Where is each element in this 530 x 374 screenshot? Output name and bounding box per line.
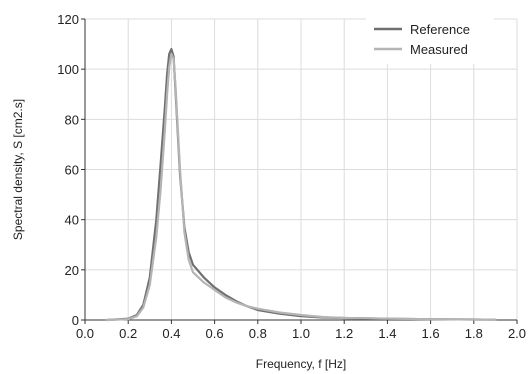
legend: Reference Measured [366, 16, 494, 64]
y-axis-label: Spectral density, S [cm2.s] [11, 99, 25, 240]
x-tick-label: 0.2 [119, 326, 137, 341]
legend-label-reference: Reference [410, 22, 470, 37]
y-tick-label: 120 [57, 12, 79, 27]
legend-label-measured: Measured [410, 42, 468, 57]
y-tick-label: 40 [65, 213, 79, 228]
legend-background [366, 16, 494, 64]
x-tick-label: 2.0 [508, 326, 526, 341]
x-tick-label: 0.6 [206, 326, 224, 341]
x-tick-label: 1.6 [422, 326, 440, 341]
x-tick-label: 1.2 [335, 326, 353, 341]
axes [81, 18, 518, 324]
x-tick-label: 1.0 [292, 326, 310, 341]
y-tick-label: 80 [65, 112, 79, 127]
y-tick-label: 0 [72, 313, 79, 328]
y-tick-label: 20 [65, 263, 79, 278]
series-lines [105, 47, 497, 322]
series-line-measured [105, 52, 497, 322]
y-tick-label: 60 [65, 163, 79, 178]
x-tick-label: 0.8 [249, 326, 267, 341]
tick-labels: 0.0 0.2 0.4 0.6 0.8 1.0 1.2 1.4 1.6 1.8 2.0 0 20 40 60… [57, 12, 526, 341]
x-tick-label: 0.0 [76, 326, 94, 341]
x-tick-label: 1.4 [378, 326, 396, 341]
x-axis-label: Frequency, f [Hz] [256, 357, 346, 371]
x-tick-label: 1.8 [465, 326, 483, 341]
x-tick-label: 0.4 [162, 326, 180, 341]
y-tick-label: 100 [57, 62, 79, 77]
